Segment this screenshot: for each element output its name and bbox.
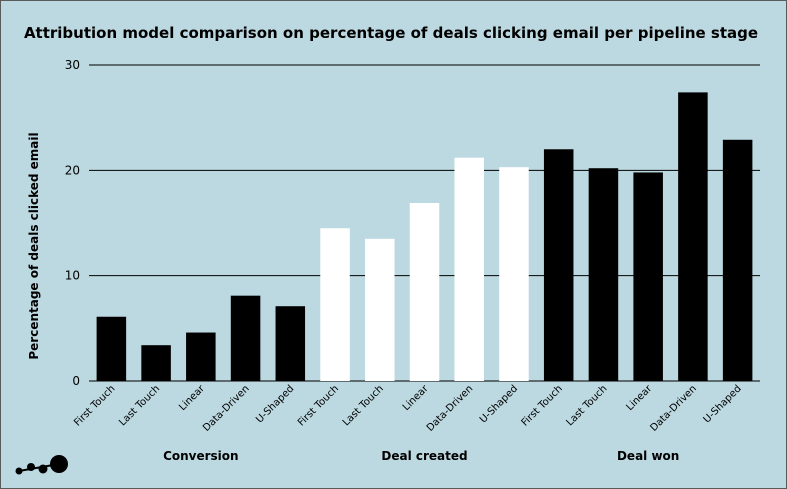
bar — [633, 172, 663, 381]
x-tick-label: Data-Driven — [648, 383, 699, 434]
bar — [320, 228, 350, 381]
x-tick-label: First Touch — [72, 383, 117, 428]
bars — [96, 92, 753, 382]
bar — [186, 332, 216, 381]
group-label: Deal created — [381, 449, 467, 463]
y-tick-label: 30 — [65, 58, 80, 72]
bar — [365, 238, 395, 381]
x-tick-label: Last Touch — [117, 383, 162, 428]
x-tick-label: First Touch — [520, 383, 565, 428]
bar — [588, 168, 619, 381]
y-tick-label: 20 — [65, 163, 80, 177]
bar — [409, 202, 440, 381]
x-tick-label: Linear — [401, 383, 431, 413]
x-tick-label: Last Touch — [564, 383, 609, 428]
x-tick-label: U-Shaped — [478, 383, 520, 425]
bar — [722, 139, 753, 381]
x-tick-label: Last Touch — [341, 383, 386, 428]
y-tick-label: 10 — [65, 269, 80, 283]
x-tick-label: Data-Driven — [201, 383, 252, 434]
dots-line-logo — [15, 455, 68, 475]
bar — [499, 167, 529, 381]
bar — [454, 157, 484, 381]
x-tick-label: First Touch — [296, 383, 341, 428]
x-tick-label: Linear — [177, 383, 207, 413]
group-labels: Conversion Deal created Deal won — [163, 449, 679, 463]
bar — [275, 306, 306, 381]
x-tick-label: U-Shaped — [702, 383, 744, 425]
bar — [678, 92, 708, 382]
x-tick-label: Data-Driven — [425, 383, 476, 434]
x-tick-label: U-Shaped — [254, 383, 296, 425]
bar — [543, 149, 574, 381]
group-label: Deal won — [617, 449, 679, 463]
y-axis-label: Percentage of deals clicked email — [27, 132, 41, 359]
chart-title: Attribution model comparison on percenta… — [24, 24, 758, 42]
group-label: Conversion — [163, 449, 239, 463]
bar — [96, 316, 127, 381]
bar — [230, 295, 261, 381]
y-tick-label: 0 — [72, 374, 80, 388]
x-tick-label: Linear — [625, 383, 655, 413]
bar — [141, 345, 171, 381]
